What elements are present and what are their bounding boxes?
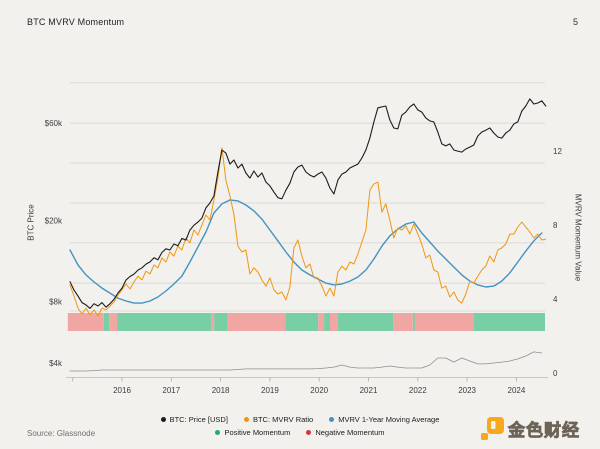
momentum-band-positive: [474, 313, 545, 331]
mvrv-line: [69, 147, 547, 317]
x-tick-label: 2022: [409, 386, 427, 395]
momentum-band-positive: [103, 313, 110, 331]
y-left-tick-label: $4k: [49, 359, 63, 368]
y-axis-title-right: MVRV Momentum Value: [573, 193, 583, 282]
momentum-band-negative: [227, 313, 286, 331]
momentum-band-positive: [285, 313, 319, 331]
page-title: BTC MVRV Momentum: [27, 17, 125, 27]
ma-line: [69, 199, 543, 304]
legend-row: BTC: Price [USD] BTC: MVRV Ratio MVRV 1-Ye…: [160, 415, 439, 424]
source-label: Source: Glassnode: [27, 429, 96, 438]
y-left-tick-label: $20k: [45, 216, 63, 225]
momentum-band-negative: [414, 313, 474, 331]
y-left-tick-label: $60k: [45, 119, 63, 128]
x-tick-label: 2024: [508, 386, 526, 395]
x-tick-label: 2020: [310, 386, 328, 395]
x-tick-label: 2023: [458, 386, 476, 395]
legend-item: Negative Momentum: [306, 428, 385, 437]
momentum-band-negative: [109, 313, 118, 331]
momentum-band-negative: [330, 313, 338, 331]
legend-item-label: BTC: Price [USD]: [169, 415, 228, 424]
y-right-tick-label: 12: [553, 147, 562, 156]
momentum-band-positive: [117, 313, 212, 331]
brand-text: 金色财经: [508, 421, 580, 441]
x-tick-label: 2019: [261, 386, 279, 395]
x-tick-label: 2021: [360, 386, 378, 395]
y-right-tick-label: 0: [553, 369, 558, 378]
brand-icon: [481, 417, 504, 440]
legend-dot-icon: [243, 417, 249, 422]
momentum-band-negative: [393, 313, 413, 331]
legend-item-label: MVRV 1-Year Moving Average: [338, 415, 440, 424]
legend-dot-icon: [160, 417, 166, 422]
brand-logo: 金色财经: [480, 416, 580, 441]
momentum-band-positive: [412, 313, 415, 331]
momentum-band-negative: [211, 313, 215, 331]
legend-item: Positive Momentum: [215, 428, 290, 437]
legend: BTC: Price [USD] BTC: MVRV Ratio MVRV 1-Ye…: [0, 415, 600, 437]
x-tick-label: 2018: [212, 386, 230, 395]
y-right-tick-label: 4: [553, 295, 558, 304]
x-tick-label: 2016: [113, 386, 131, 395]
y-left-tick-label: $8k: [49, 297, 63, 306]
legend-item: BTC: Price [USD]: [160, 415, 228, 424]
legend-row: Positive Momentum Negative Momentum: [215, 428, 385, 437]
page-number: 5: [572, 17, 578, 27]
momentum-band-positive: [337, 313, 394, 331]
momentum-band-positive: [324, 313, 330, 331]
legend-item: BTC: MVRV Ratio: [243, 415, 314, 424]
indicator-line: [69, 351, 543, 372]
price-line: [69, 98, 547, 309]
legend-item: MVRV 1-Year Moving Average: [329, 415, 439, 424]
momentum-band-positive: [214, 313, 227, 331]
y-right-tick-label: 8: [553, 221, 558, 230]
legend-item-label: Negative Momentum: [315, 428, 385, 437]
legend-dot-icon: [329, 417, 335, 422]
legend-dot-icon: [215, 430, 221, 435]
x-tick-label: 2017: [162, 386, 180, 395]
legend-dot-icon: [306, 430, 312, 435]
momentum-band-negative: [318, 313, 325, 331]
legend-item-label: BTC: MVRV Ratio: [252, 415, 314, 424]
momentum-band-negative: [67, 313, 104, 331]
legend-item-label: Positive Momentum: [224, 428, 291, 437]
y-axis-title-left: BTC Price: [26, 204, 36, 241]
